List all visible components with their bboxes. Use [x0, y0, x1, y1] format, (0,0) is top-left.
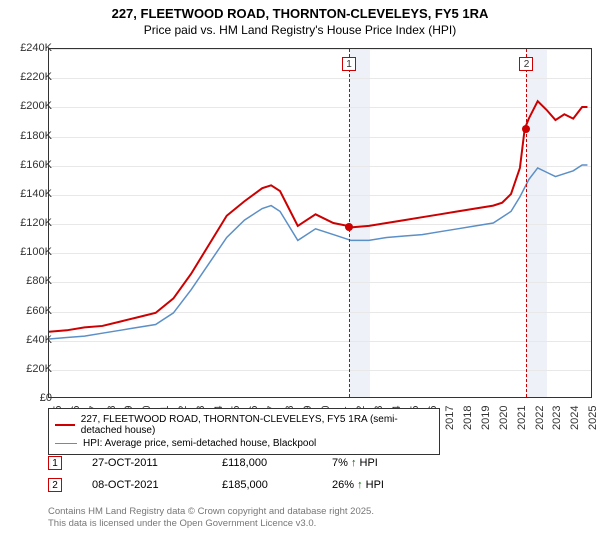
transaction-delta: 26% ↑ HPI: [332, 479, 384, 491]
transaction-date: 08-OCT-2021: [92, 479, 192, 491]
legend-item: HPI: Average price, semi-detached house,…: [55, 437, 433, 450]
legend-label: 227, FLEETWOOD ROAD, THORNTON-CLEVELEYS,…: [81, 414, 433, 436]
chart-legend: 227, FLEETWOOD ROAD, THORNTON-CLEVELEYS,…: [48, 408, 440, 455]
xaxis-tick-label: 2017: [444, 406, 456, 430]
xaxis-tick-label: 2018: [462, 406, 474, 430]
chart-subtitle: Price paid vs. HM Land Registry's House …: [0, 23, 600, 41]
yaxis-tick-label: £20K: [26, 363, 52, 375]
transaction-marker-num: 2: [48, 478, 62, 492]
yaxis-tick-label: £60K: [26, 305, 52, 317]
legend-item: 227, FLEETWOOD ROAD, THORNTON-CLEVELEYS,…: [55, 413, 433, 437]
xaxis-tick-label: 2019: [480, 406, 492, 430]
marker-label-box: 1: [342, 57, 356, 71]
xaxis-tick-label: 2024: [569, 406, 581, 430]
transaction-table: 1 27-OCT-2011 £118,000 7% ↑ HPI 2 08-OCT-2021…: [48, 452, 384, 496]
chart-title: 227, FLEETWOOD ROAD, THORNTON-CLEVELEYS,…: [0, 0, 600, 23]
yaxis-tick-label: £100K: [20, 246, 52, 258]
transaction-price: £118,000: [222, 457, 302, 469]
marker-dot: [345, 223, 353, 231]
xaxis-tick-label: 2025: [587, 406, 599, 430]
transaction-marker-num: 1: [48, 456, 62, 470]
credits: Contains HM Land Registry data © Crown c…: [48, 506, 374, 531]
marker-line: [526, 49, 527, 397]
yaxis-tick-label: £40K: [26, 334, 52, 346]
credits-line1: Contains HM Land Registry data © Crown c…: [48, 506, 374, 518]
yaxis-tick-label: £220K: [20, 71, 52, 83]
legend-swatch: [55, 443, 77, 445]
credits-line2: This data is licensed under the Open Gov…: [48, 518, 374, 530]
xaxis-tick-label: 2021: [516, 406, 528, 430]
xaxis-tick-label: 2022: [534, 406, 546, 430]
chart-plot-area: 12: [48, 48, 592, 398]
yaxis-tick-label: £240K: [20, 42, 52, 54]
series-line: [49, 165, 587, 339]
transaction-price: £185,000: [222, 479, 302, 491]
yaxis-tick-label: £200K: [20, 100, 52, 112]
transaction-date: 27-OCT-2011: [92, 457, 192, 469]
yaxis-tick-label: £120K: [20, 217, 52, 229]
transaction-row: 1 27-OCT-2011 £118,000 7% ↑ HPI: [48, 452, 384, 474]
marker-label-box: 2: [519, 57, 533, 71]
yaxis-tick-label: £180K: [20, 130, 52, 142]
xaxis-tick-label: 2023: [551, 406, 563, 430]
legend-swatch: [55, 424, 75, 426]
legend-label: HPI: Average price, semi-detached house,…: [83, 438, 316, 449]
transaction-delta: 7% ↑ HPI: [332, 457, 378, 469]
transaction-row: 2 08-OCT-2021 £185,000 26% ↑ HPI: [48, 474, 384, 496]
yaxis-tick-label: £140K: [20, 188, 52, 200]
series-line: [49, 101, 587, 332]
yaxis-tick-label: £80K: [26, 275, 52, 287]
yaxis-tick-label: £0: [40, 392, 52, 404]
xaxis-tick-label: 2020: [498, 406, 510, 430]
yaxis-tick-label: £160K: [20, 159, 52, 171]
chart-lines: [49, 49, 591, 397]
marker-dot: [522, 125, 530, 133]
